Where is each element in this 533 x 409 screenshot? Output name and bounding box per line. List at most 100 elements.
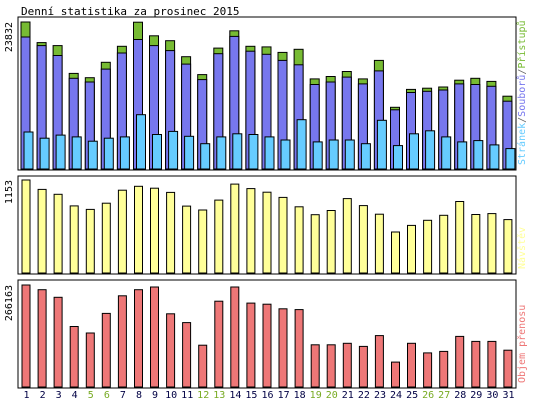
bar-stranek xyxy=(152,134,162,170)
bar-objem-prenosu xyxy=(455,335,465,388)
bar-stranek xyxy=(232,133,243,170)
bar-stranek xyxy=(393,145,403,170)
bar-navstev xyxy=(407,224,416,274)
day-label: 7 xyxy=(120,390,126,401)
bar-objem-prenosu xyxy=(166,313,176,388)
bar-objem-prenosu xyxy=(423,352,433,388)
day-label: 20 xyxy=(326,390,338,401)
bar-stranek xyxy=(505,148,516,170)
bar-navstev xyxy=(342,198,352,274)
day-label: 24 xyxy=(390,390,402,401)
bar-objem-prenosu xyxy=(101,312,111,388)
bar-navstev xyxy=(310,214,320,274)
bar-stranek xyxy=(425,130,436,170)
bar-objem-prenosu xyxy=(471,340,481,388)
bar-objem-prenosu xyxy=(21,284,31,388)
bar-objem-prenosu xyxy=(391,361,400,388)
bar-stranek xyxy=(39,137,50,170)
bar-objem-prenosu xyxy=(214,300,224,388)
bar-navstev xyxy=(230,183,240,274)
bar-navstev xyxy=(374,213,384,274)
day-label: 2 xyxy=(40,390,46,401)
bar-navstev xyxy=(53,193,63,274)
bar-objem-prenosu xyxy=(37,289,47,388)
bar-objem-prenosu xyxy=(117,295,127,388)
bar-stranek xyxy=(360,143,371,170)
bar-objem-prenosu xyxy=(85,332,95,388)
bar-stranek xyxy=(87,140,98,170)
bar-navstev xyxy=(391,231,400,274)
day-label: 25 xyxy=(406,390,418,401)
bar-stranek xyxy=(280,139,291,170)
bar-objem-prenosu xyxy=(246,302,256,388)
bar-stranek xyxy=(473,140,484,170)
bar-navstev xyxy=(246,188,256,274)
bar-objem-prenosu xyxy=(310,344,320,388)
bar-navstev xyxy=(455,201,465,274)
day-label: 28 xyxy=(454,390,466,401)
day-label: 14 xyxy=(229,390,241,401)
legend-part: Stránek xyxy=(516,123,528,165)
day-label: 29 xyxy=(470,390,482,401)
bar-stranek xyxy=(55,134,66,170)
day-label: 23 xyxy=(374,390,386,401)
bar-navstev xyxy=(503,219,513,274)
bar-navstev xyxy=(471,214,481,274)
day-label: 27 xyxy=(438,390,450,401)
bar-stranek xyxy=(344,139,355,170)
day-label: 15 xyxy=(245,390,257,401)
bar-navstev xyxy=(150,187,159,274)
day-label: 11 xyxy=(181,390,193,401)
ymax-label: 1153 xyxy=(4,180,15,204)
bar-navstev xyxy=(262,191,272,274)
legend-part: / xyxy=(517,69,528,75)
day-label: 19 xyxy=(310,390,322,401)
panel-frame-2 xyxy=(17,175,517,275)
bar-stranek xyxy=(409,133,419,170)
panel-frame-3 xyxy=(17,279,517,389)
day-label: 12 xyxy=(197,390,209,401)
bar-objem-prenosu xyxy=(198,344,208,388)
bar-stranek xyxy=(216,136,227,170)
panel-frame-1 xyxy=(17,16,517,171)
bar-objem-prenosu xyxy=(150,286,159,388)
bar-navstev xyxy=(423,219,433,274)
bar-objem-prenosu xyxy=(182,322,192,388)
bar-stranek xyxy=(71,136,82,170)
bar-navstev xyxy=(198,209,208,274)
day-label: 1 xyxy=(23,390,29,401)
day-label: 8 xyxy=(136,390,142,401)
bar-stranek xyxy=(296,119,307,170)
chart-title: Denní statistika za prosinec 2015 xyxy=(21,5,240,18)
ymax-label: 23832 xyxy=(4,22,15,52)
legend-part: Souborů xyxy=(516,75,528,117)
bar-navstev xyxy=(85,208,95,274)
legend-part: Návštěv xyxy=(516,227,528,269)
bar-navstev xyxy=(214,199,224,274)
bar-stranek xyxy=(168,130,179,170)
bar-navstev xyxy=(278,196,288,274)
bar-navstev xyxy=(117,189,127,274)
bar-objem-prenosu xyxy=(262,303,272,388)
bar-navstev xyxy=(69,205,79,274)
day-label: 13 xyxy=(213,390,225,401)
day-label: 4 xyxy=(72,390,78,401)
day-label: 10 xyxy=(165,390,177,401)
day-label: 31 xyxy=(502,390,514,401)
bar-stranek xyxy=(489,144,500,170)
bar-stranek xyxy=(136,114,146,170)
day-label: 5 xyxy=(88,390,94,401)
day-label: 9 xyxy=(152,390,158,401)
bar-navstev xyxy=(326,210,336,274)
bar-stranek xyxy=(264,136,275,170)
legend-vertical-2: Návštěv xyxy=(516,227,528,269)
legend-part: Přístupů xyxy=(516,20,528,68)
bar-navstev xyxy=(101,202,111,274)
bar-stranek xyxy=(376,119,387,170)
bar-navstev xyxy=(134,185,143,274)
day-label: 21 xyxy=(342,390,354,401)
bar-objem-prenosu xyxy=(439,350,449,388)
bar-objem-prenosu xyxy=(278,308,288,388)
bar-navstev xyxy=(166,191,176,274)
legend-vertical-1: Stránek/Souborů/Přístupů xyxy=(516,20,528,165)
